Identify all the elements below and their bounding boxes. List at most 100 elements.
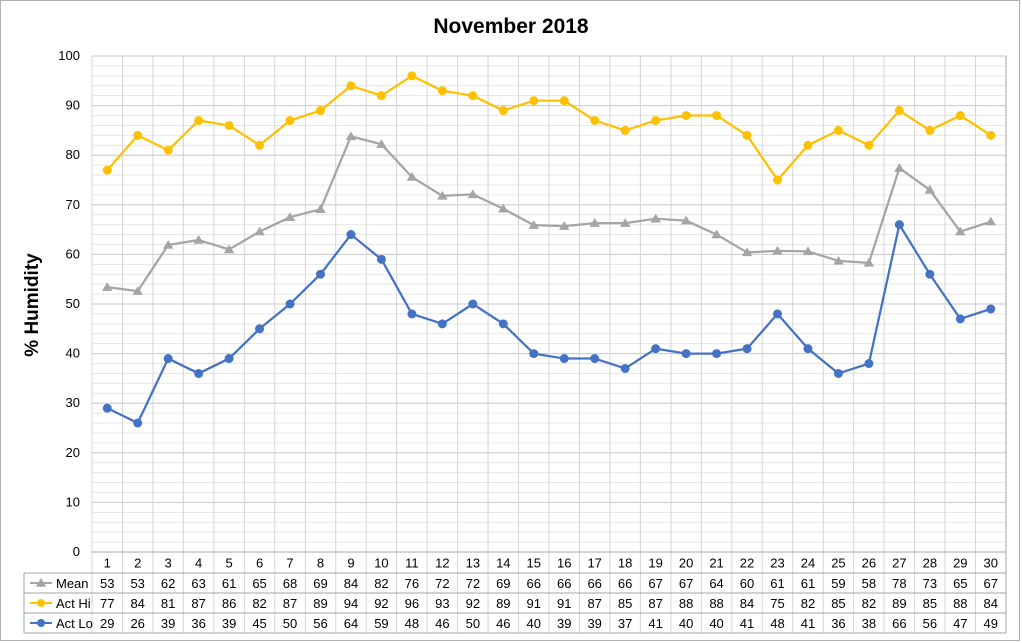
data-point <box>437 319 447 329</box>
legend-key-marker <box>37 619 45 627</box>
data-point <box>955 314 965 324</box>
data-point <box>468 91 478 101</box>
data-point <box>772 245 783 255</box>
table-value-cell: 29 <box>100 616 114 631</box>
table-value-cell: 62 <box>161 576 175 591</box>
data-point <box>559 354 569 364</box>
table-value-cell: 92 <box>466 596 480 611</box>
table-value-cell: 88 <box>679 596 693 611</box>
data-point <box>194 115 204 125</box>
data-point <box>346 81 356 91</box>
data-point <box>925 125 935 135</box>
data-point <box>376 139 387 149</box>
x-category-label: 12 <box>435 556 449 571</box>
data-point <box>955 226 966 236</box>
data-point <box>163 145 173 155</box>
data-point <box>376 254 386 264</box>
y-tick-label: 30 <box>66 395 80 410</box>
table-value-cell: 69 <box>496 576 510 591</box>
data-point <box>680 215 692 225</box>
table-value-cell: 87 <box>648 596 662 611</box>
x-category-label: 7 <box>286 556 293 571</box>
table-value-cell: 96 <box>405 596 419 611</box>
table-value-cell: 39 <box>222 616 236 631</box>
x-category-label: 1 <box>104 556 111 571</box>
y-tick-label: 100 <box>58 48 80 63</box>
table-value-cell: 89 <box>892 596 906 611</box>
table-value-cell: 72 <box>466 576 480 591</box>
legend-key-marker <box>35 578 47 587</box>
data-point <box>285 115 295 125</box>
table-value-cell: 68 <box>283 576 297 591</box>
table-value-cell: 40 <box>679 616 693 631</box>
x-category-label: 16 <box>557 556 571 571</box>
data-point <box>590 354 600 364</box>
table-value-cell: 82 <box>252 596 266 611</box>
data-point <box>133 130 143 140</box>
x-category-label: 19 <box>648 556 662 571</box>
y-tick-label: 10 <box>66 494 80 509</box>
table-value-cell: 92 <box>374 596 388 611</box>
table-value-cell: 26 <box>130 616 144 631</box>
table-value-cell: 59 <box>374 616 388 631</box>
x-category-label: 17 <box>587 556 601 571</box>
table-value-cell: 73 <box>923 576 937 591</box>
table-value-cell: 66 <box>557 576 571 591</box>
y-tick-label: 80 <box>66 147 80 162</box>
table-value-cell: 84 <box>130 596 144 611</box>
data-point <box>407 309 417 319</box>
data-point <box>132 286 143 295</box>
data-point <box>284 212 296 221</box>
x-category-label: 28 <box>923 556 937 571</box>
data-point <box>346 230 356 240</box>
data-table: 1 2 3 4 5 6 7 8 9 10 11 12 13 14 15 16 17 18 19 20 21 22 23 24 2… <box>23 56 1007 634</box>
y-tick-label: 50 <box>66 296 80 311</box>
x-category-label: 27 <box>892 556 906 571</box>
table-value-cell: 64 <box>344 616 358 631</box>
table-value-cell: 67 <box>984 576 998 591</box>
data-point <box>620 125 630 135</box>
data-point <box>802 246 814 256</box>
table-value-cell: 78 <box>892 576 906 591</box>
data-point <box>773 309 782 319</box>
data-point <box>529 349 539 359</box>
data-point <box>741 247 753 257</box>
table-value-cell: 56 <box>923 616 937 631</box>
data-point <box>528 220 540 229</box>
table-value-cell: 61 <box>222 576 236 591</box>
data-point <box>223 244 235 254</box>
data-point <box>590 115 600 125</box>
data-point <box>986 130 996 140</box>
table-value-cell: 87 <box>587 596 601 611</box>
table-value-cell: 81 <box>161 596 175 611</box>
table-value-cell: 88 <box>709 596 723 611</box>
table-value-cell: 66 <box>527 576 541 591</box>
data-point <box>498 319 508 329</box>
table-value-cell: 85 <box>923 596 937 611</box>
series-lines <box>101 71 997 428</box>
table-value-cell: 64 <box>709 576 723 591</box>
x-category-label: 13 <box>466 556 480 571</box>
data-point <box>468 299 478 309</box>
table-value-cell: 77 <box>100 596 114 611</box>
chart-title: November 2018 <box>433 15 589 38</box>
table-value-cell: 40 <box>527 616 541 631</box>
table-value-cell: 82 <box>801 596 815 611</box>
data-point <box>315 204 326 214</box>
data-point <box>163 354 173 364</box>
table-value-cell: 53 <box>100 576 114 591</box>
table-value-cell: 40 <box>709 616 723 631</box>
table-value-cell: 39 <box>587 616 601 631</box>
table-value-cell: 46 <box>496 616 510 631</box>
table-value-cell: 67 <box>648 576 662 591</box>
table-value-cell: 56 <box>313 616 327 631</box>
y-axis-label: % Humidity <box>22 253 43 357</box>
table-value-cell: 48 <box>405 616 419 631</box>
table-value-cell: 67 <box>679 576 693 591</box>
legend-entry-label: Act Hi <box>56 596 91 611</box>
table-value-cell: 94 <box>344 596 358 611</box>
data-point <box>467 189 479 199</box>
data-point <box>498 203 509 213</box>
